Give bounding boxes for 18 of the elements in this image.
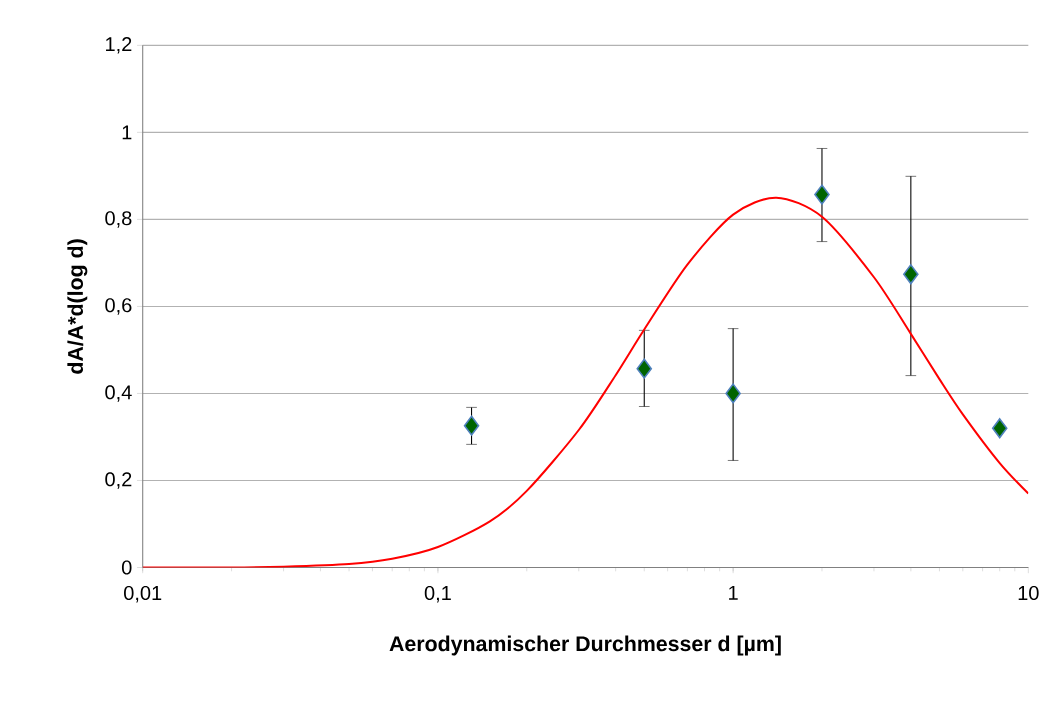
x-tick-label: 10 [1018,585,1039,600]
x-axis-title: Aerodynamischer Durchmesser d [µm] [389,635,781,656]
y-tick-label: 1 [122,125,132,140]
y-tick-label: 0,2 [105,472,132,489]
x-tick-label: 0,01 [124,585,162,603]
y-tick-label: 1,2 [106,36,132,54]
y-tick-label: 0,4 [105,385,132,402]
y-axis-title: dA/A*d(log d) [67,239,88,374]
x-tick-label: 0,1 [424,585,451,603]
y-tick-label: 0,8 [105,211,132,228]
point [903,263,919,285]
point [814,184,830,205]
point [991,418,1008,439]
x-tick-label: 1 [729,585,738,600]
point [636,358,653,379]
point [725,383,741,404]
y-tick-label: 0 [121,560,132,575]
y-tick-label: 0,6 [105,298,132,315]
